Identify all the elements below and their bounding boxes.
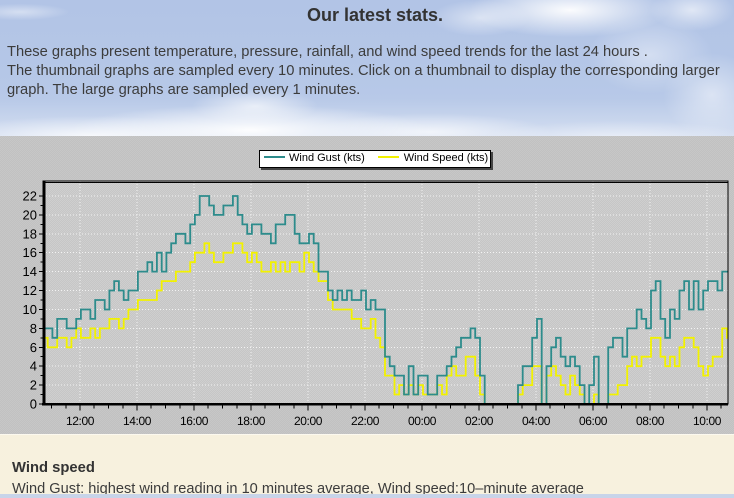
- svg-text:18: 18: [23, 226, 37, 241]
- svg-text:16:00: 16:00: [180, 414, 209, 428]
- svg-text:6: 6: [30, 340, 37, 355]
- svg-text:14:00: 14:00: [123, 414, 152, 428]
- svg-text:2: 2: [30, 378, 37, 393]
- svg-text:10:00: 10:00: [693, 414, 722, 428]
- svg-text:16: 16: [23, 245, 37, 260]
- svg-text:22: 22: [23, 189, 37, 204]
- svg-text:12: 12: [23, 283, 37, 298]
- svg-text:14: 14: [23, 264, 37, 279]
- svg-text:8: 8: [30, 321, 37, 336]
- svg-text:06:00: 06:00: [579, 414, 608, 428]
- svg-text:20:00: 20:00: [294, 414, 323, 428]
- svg-text:4: 4: [30, 359, 37, 374]
- svg-text:10: 10: [23, 302, 37, 317]
- svg-text:18:00: 18:00: [237, 414, 266, 428]
- svg-text:02:00: 02:00: [465, 414, 494, 428]
- svg-text:12:00: 12:00: [66, 414, 95, 428]
- svg-text:04:00: 04:00: [522, 414, 551, 428]
- svg-text:22:00: 22:00: [351, 414, 380, 428]
- svg-text:20: 20: [23, 207, 37, 222]
- svg-text:00:00: 00:00: [408, 414, 437, 428]
- svg-text:08:00: 08:00: [636, 414, 665, 428]
- svg-text:0: 0: [30, 397, 37, 412]
